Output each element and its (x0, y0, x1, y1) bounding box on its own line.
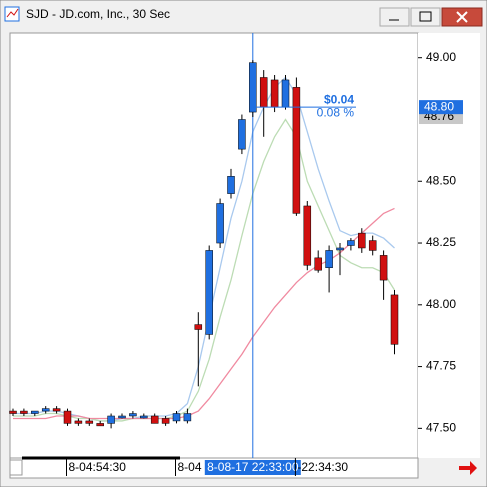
scroll-right-arrow[interactable] (459, 461, 477, 475)
candle-body (227, 176, 235, 194)
candle-body (216, 203, 224, 244)
price-marker-label: 48.80 (424, 99, 454, 113)
y-tick-label: 48.25 (426, 235, 456, 249)
candle-body (303, 205, 312, 266)
y-tick-label: 48.50 (426, 173, 456, 187)
candle-body (172, 413, 181, 422)
candle-body (347, 240, 355, 246)
candle-body (358, 232, 366, 249)
candle-body (390, 294, 399, 345)
crosshair-time-box (204, 460, 301, 475)
y-tick-label: 47.50 (426, 421, 456, 435)
candle-body (52, 408, 61, 412)
moving-average (13, 118, 396, 422)
candle-body (368, 240, 377, 251)
candle-body (292, 87, 301, 214)
annotation-change: $0.04 (324, 92, 354, 106)
candle-body (85, 420, 94, 424)
minimize-button[interactable] (379, 7, 410, 27)
candle-body (118, 415, 126, 419)
price-marker (419, 100, 463, 115)
y-tick-label: 48.00 (426, 297, 456, 311)
annotation-percent: 0.08 % (317, 105, 355, 119)
candle-body (205, 250, 213, 335)
candle-body (249, 62, 257, 113)
candle-body (41, 408, 50, 412)
app-icon-glyph (6, 8, 19, 18)
scroll-box[interactable] (9, 459, 23, 476)
candle-body (336, 247, 344, 251)
candle-body (140, 415, 148, 419)
window-title: SJD - JD.com, Inc., 30 Sec (26, 7, 170, 21)
candle-body (379, 255, 388, 281)
x-tick-label: 8-04:54:30 (69, 460, 127, 474)
candle-body (20, 410, 28, 414)
candle-body (74, 420, 83, 424)
candle-body (281, 79, 290, 108)
candle-body (238, 119, 246, 150)
candle-body (129, 413, 137, 417)
app-icon (4, 6, 20, 22)
maximize-button[interactable] (410, 7, 441, 27)
crosshair-time-label: 8-08-17 22:33:00 (207, 460, 299, 474)
maximize-glyph (419, 11, 432, 22)
plot-area (9, 32, 419, 459)
candle-body (96, 423, 104, 427)
close-glyph (456, 11, 468, 23)
candle-body (63, 410, 72, 424)
x-tick-label: -22:34:30 (297, 460, 348, 474)
y-tick-label: 49.00 (426, 50, 456, 64)
candle-body (314, 257, 322, 271)
candle-body (270, 79, 279, 108)
candle-body (31, 410, 39, 414)
y-tick-label: 47.75 (426, 359, 456, 373)
candle-body (161, 418, 170, 424)
x-tick-label: 8-04 (178, 460, 202, 474)
candle-body (325, 250, 333, 268)
candle-body (259, 77, 268, 108)
candle-body (183, 413, 192, 422)
candle-body (107, 415, 115, 424)
candle-body (194, 324, 203, 330)
candle-body (9, 410, 17, 414)
candle-body (150, 415, 159, 424)
